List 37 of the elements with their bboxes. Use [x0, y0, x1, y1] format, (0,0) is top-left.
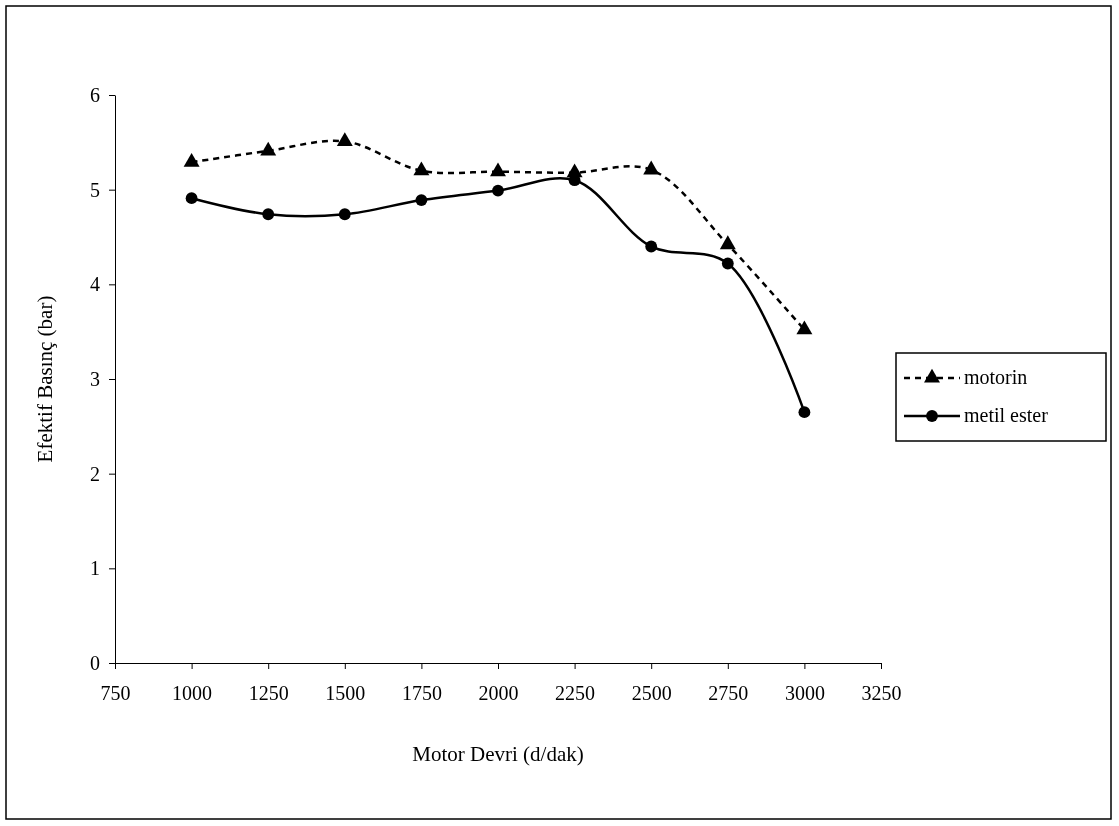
- point: [338, 208, 351, 221]
- y-tick-label: 6: [90, 83, 100, 106]
- point: [643, 160, 660, 175]
- x-tick-label: 2250: [555, 682, 596, 704]
- y-axis-title: Efektif Basınç (bar): [33, 295, 57, 463]
- x-tick-label: 3250: [861, 682, 902, 704]
- point: [336, 132, 353, 146]
- point: [183, 153, 200, 167]
- legend-label: metil ester: [964, 404, 1049, 426]
- x-tick-label: 1000: [172, 682, 213, 704]
- point: [645, 240, 658, 253]
- y-tick-label: 0: [90, 651, 100, 674]
- x-tick-label: 1500: [325, 682, 366, 704]
- x-axis-title: Motor Devri (d/dak): [412, 742, 584, 766]
- x-tick-label: 3000: [784, 682, 825, 704]
- x-tick-label: 1750: [401, 682, 442, 704]
- point: [719, 235, 736, 250]
- point: [798, 406, 811, 419]
- point: [492, 184, 504, 197]
- point: [490, 162, 506, 177]
- x-tick-label: 2500: [631, 682, 672, 704]
- point: [721, 257, 734, 270]
- y-tick-label: 4: [90, 273, 100, 296]
- y-tick-label: 1: [90, 557, 100, 580]
- point: [185, 192, 198, 205]
- point: [413, 161, 430, 176]
- x-tick-label: 1250: [248, 682, 289, 704]
- x-tick-label: 2000: [478, 682, 519, 704]
- y-tick-label: 3: [90, 367, 100, 390]
- point: [415, 194, 428, 206]
- x-tick-label: 750: [100, 682, 131, 704]
- y-tick-label: 5: [90, 178, 100, 201]
- point: [262, 208, 275, 221]
- point: [260, 141, 277, 156]
- x-tick-label: 2750: [708, 682, 749, 704]
- legend-label: motorin: [964, 366, 1028, 388]
- y-tick-label: 2: [90, 462, 100, 485]
